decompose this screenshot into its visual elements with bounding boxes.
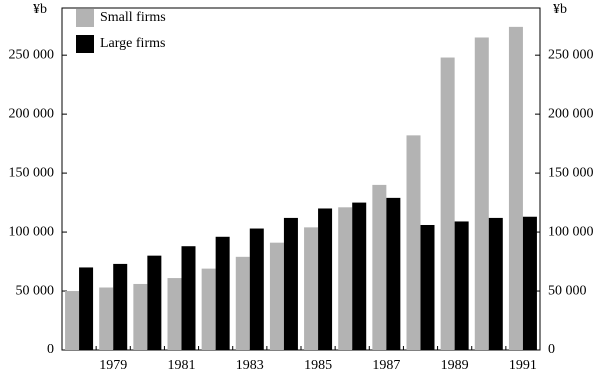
x-tick-label: 1979 [99,358,127,373]
bar [318,208,333,350]
bar [420,224,435,350]
y2-tick-label: 50 000 [548,283,587,298]
bar [440,57,455,350]
y2-tick-label: 100 000 [548,224,594,239]
bar [215,236,230,350]
x-tick-label: 1991 [509,358,537,373]
bar [474,37,489,350]
bar [386,197,401,350]
y2-axis-unit: ¥b [553,2,567,17]
bar [181,246,196,350]
bar [235,256,250,350]
y2-tick-label: 250 000 [548,47,594,62]
bar [269,242,284,350]
bar [249,228,264,350]
y2-tick-label: 150 000 [548,165,594,180]
y-tick-label: 100 000 [9,224,55,239]
bar [304,227,319,350]
bar [99,287,114,350]
legend-label: Large firms [100,36,165,51]
x-tick-label: 1987 [372,358,400,373]
y-tick-label: 0 [47,342,54,357]
bar [454,221,469,350]
x-tick-label: 1985 [304,358,332,373]
y-tick-label: 150 000 [9,165,55,180]
x-tick-label: 1981 [168,358,196,373]
bar [283,217,298,350]
y2-tick-label: 200 000 [548,106,594,121]
legend-label: Small firms [100,10,166,25]
bar [372,184,387,350]
bar [406,135,421,350]
legend-swatch [76,35,94,53]
bar [147,255,162,350]
bar [201,268,216,350]
x-tick-label: 1989 [441,358,469,373]
bar [79,267,94,350]
bar [488,217,503,350]
y-tick-label: 50 000 [16,283,55,298]
y-tick-label: 200 000 [9,106,55,121]
bar [508,26,523,351]
y2-tick-label: 0 [548,342,555,357]
bar [352,202,367,350]
bar [65,291,80,350]
y-axis-unit: ¥b [33,2,47,17]
x-tick-label: 1983 [236,358,264,373]
bar [522,216,537,350]
bar [338,207,353,350]
bar [113,263,128,350]
bar [167,278,182,350]
legend-swatch [76,9,94,27]
bar [133,283,148,350]
y-tick-label: 250 000 [9,47,55,62]
